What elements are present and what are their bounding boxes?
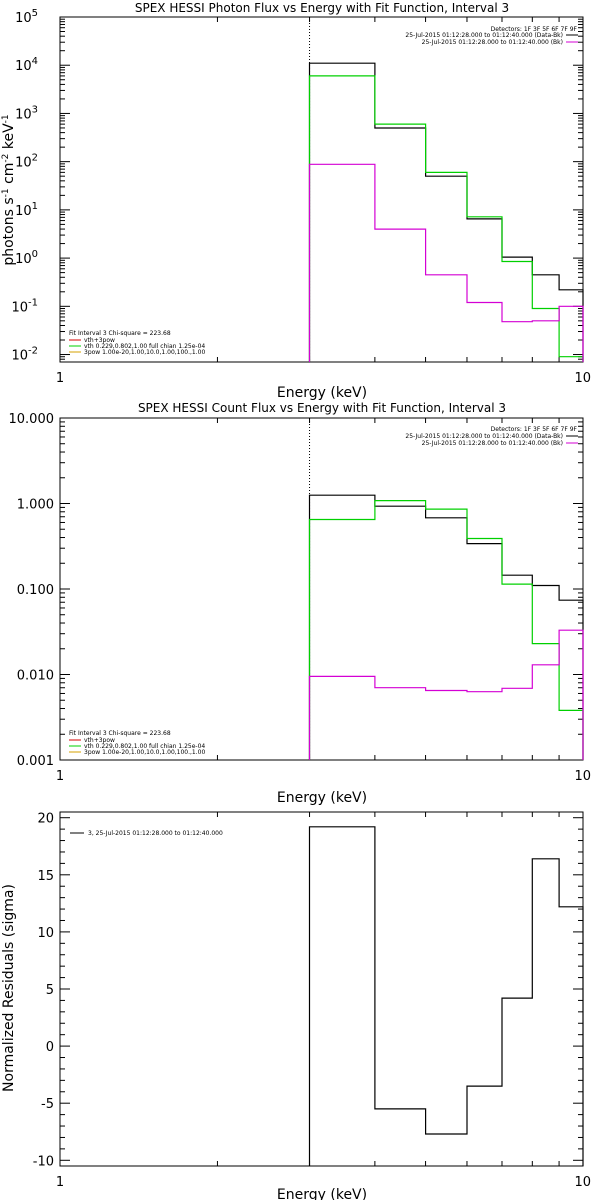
detectors-header: Detectors: 1F 3F 5F 6F 7F 9F (491, 426, 578, 433)
series-step-line (308, 826, 584, 1166)
count-flux-panel: SPEX HESSI Count Flux vs Energy with Fit… (9, 401, 592, 806)
detectors-line: 25-Jul-2015 01:12:28.000 to 01:12:40.000… (422, 39, 563, 46)
residual-legend-label: 3, 25-Jul-2015 01:12:28.000 to 01:12:40.… (88, 830, 223, 837)
y-tick-label: -5 (41, 1097, 54, 1112)
y-tick-label: 10-2 (11, 346, 38, 364)
detectors-legend: Detectors: 1F 3F 5F 6F 7F 9F 25-Jul-2015… (405, 426, 578, 447)
y-tick-label: 10 (37, 926, 54, 941)
x-tick-label: 1 (56, 1175, 64, 1190)
y-tick-label: 5 (46, 983, 54, 998)
x-axis-label: Energy (keV) (277, 385, 367, 401)
panel-title: SPEX HESSI Count Flux vs Energy with Fit… (138, 401, 506, 415)
fit-legend-header: Fit Interval 3 Chi-square = 223.68 (69, 330, 171, 337)
x-tick-label: 1 (56, 371, 64, 386)
y-tick-label: 103 (15, 104, 38, 122)
series-step-line (308, 62, 584, 362)
detectors-line: 25-Jul-2015 01:12:28.000 to 01:12:40.000… (405, 433, 563, 440)
y-tick-label: 102 (15, 153, 38, 171)
series-step-line (308, 163, 584, 362)
detectors-line: 25-Jul-2015 01:12:28.000 to 01:12:40.000… (422, 440, 563, 447)
fit-legend-line: 3pow 1.00e-20,1.00,10.0,1.00,100.,1.00 (84, 349, 205, 356)
series-step-line (308, 75, 584, 362)
y-tick-label: 105 (15, 8, 38, 26)
fit-legend-line: vth 0.229,0.802,1.00 full chian 1.25e-04 (84, 343, 205, 350)
fit-legend-line: vth+3pow (84, 737, 115, 744)
y-axis-label: photons s-1 cm-2 keV-1 (1, 114, 17, 265)
x-axis-label: Energy (keV) (277, 790, 367, 806)
y-tick-label: 100 (15, 249, 38, 267)
fit-legend-line: 3pow 1.00e-20,1.00,10.0,1.00,100.,1.00 (84, 749, 205, 756)
fit-legend: Fit Interval 3 Chi-square = 223.68 vth+3… (69, 730, 205, 756)
x-axis-label: Energy (keV) (277, 1187, 367, 1200)
y-tick-label: 0 (46, 1040, 54, 1055)
residual-legend: 3, 25-Jul-2015 01:12:28.000 to 01:12:40.… (70, 830, 223, 837)
detectors-line: 25-Jul-2015 01:12:28.000 to 01:12:40.000… (405, 32, 563, 39)
y-tick-label: 104 (15, 56, 38, 74)
y-tick-label: 1.000 (17, 498, 54, 513)
y-tick-label: 10.000 (9, 412, 55, 427)
fit-legend-header: Fit Interval 3 Chi-square = 223.68 (69, 730, 171, 737)
y-axis-label: Normalized Residuals (sigma) (1, 884, 17, 1092)
detectors-legend: Detectors: 1F 3F 5F 6F 7F 9F 25-Jul-2015… (405, 26, 578, 46)
fit-legend: Fit Interval 3 Chi-square = 223.68 vth+3… (69, 330, 205, 356)
y-tick-label: 10-1 (11, 297, 38, 315)
y-tick-label: 0.001 (17, 754, 54, 769)
fit-legend-line: vth 0.229,0.802,1.00 full chian 1.25e-04 (84, 743, 205, 750)
x-tick-label: 1 (56, 769, 64, 784)
detectors-header: Detectors: 1F 3F 5F 6F 7F 9F (491, 26, 578, 33)
x-tick-label: 10 (574, 1175, 591, 1190)
fit-legend-line: vth+3pow (84, 337, 115, 344)
y-tick-label: 15 (37, 869, 54, 884)
photon-flux-panel: SPEX HESSI Photon Flux vs Energy with Fi… (1, 1, 591, 401)
residuals-panel: 1 10 -10 -5 0 5 10 15 20 Energy (keV) Normalized… (1, 811, 591, 1200)
y-tick-label: 0.010 (17, 669, 54, 684)
plot-frame (59, 417, 584, 761)
panel-title: SPEX HESSI Photon Flux vs Energy with Fi… (135, 1, 509, 15)
series-step-line (308, 494, 584, 760)
series-step-line (308, 500, 584, 760)
y-tick-label: 20 (37, 812, 54, 827)
y-tick-label: 101 (15, 201, 38, 219)
plot-frame (59, 811, 584, 1167)
x-tick-label: 10 (574, 769, 591, 784)
series-step-line (308, 629, 584, 760)
x-tick-label: 10 (574, 371, 591, 386)
y-tick-label: -10 (33, 1154, 54, 1169)
y-tick-label: 0.100 (17, 583, 54, 598)
plot-frame (59, 16, 584, 363)
